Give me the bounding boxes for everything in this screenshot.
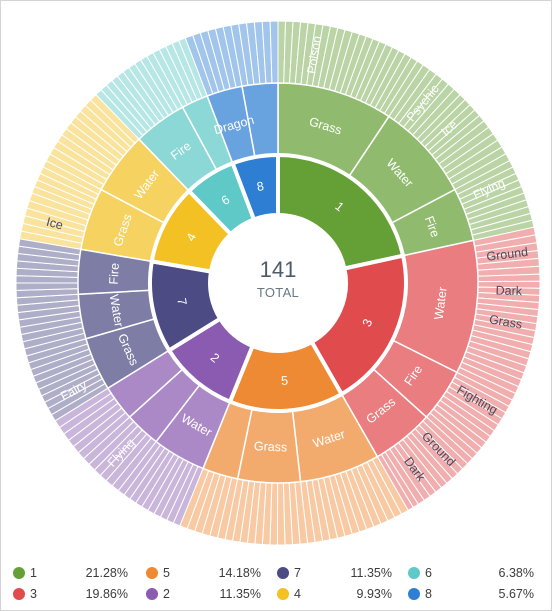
outer-segment-7-fire-unlabeled[interactable] [15,282,79,291]
legend-percent-8: 5.67% [498,587,534,601]
legend-dot-3 [13,588,25,600]
middle-label-7-water: Water [107,293,126,328]
outer-segment-5-grass-unlabeled[interactable] [276,482,286,546]
legend-item-2[interactable]: 2 11.35% [146,585,276,603]
legend-name-8: 8 [425,587,432,601]
legend-name-7: 7 [294,566,301,580]
inner-segment-8[interactable] [230,152,280,222]
middle-label-5-grass: Grass [254,439,288,454]
outer-label-3-ground: Ground [486,245,529,264]
inner-segment-1[interactable] [276,152,406,271]
legend-percent-2: 11.35% [219,587,261,601]
legend-name-4: 4 [294,587,301,601]
legend-dot-6 [408,567,420,579]
legend-dot-4 [277,588,289,600]
legend-item-4[interactable]: 4 9.93% [277,585,407,603]
legend-name-5: 5 [163,566,170,580]
outer-segment-8-unlabeled-unlabeled[interactable] [269,20,279,84]
inner-label-8: 8 [256,179,265,194]
legend-name-1: 1 [30,566,37,580]
legend-percent-3: 19.86% [85,587,128,601]
legend-percent-1: 21.28% [85,566,128,580]
legend-item-5[interactable]: 5 14.18% [146,564,276,582]
middle-ring [77,82,479,484]
middle-label-3-water: Water [432,286,450,320]
inner-ring [148,152,408,413]
legend-name-3: 3 [30,587,37,601]
middle-label-7-fire: Fire [107,263,122,285]
legend-percent-5: 14.18% [218,566,261,580]
middle-label-1-fire: Fire [422,214,443,239]
inner-label-5: 5 [281,374,289,388]
legend-name-2: 2 [163,587,170,601]
legend-item-3[interactable]: 3 19.86% [13,585,143,603]
legend-dot-8 [408,588,420,600]
legend-item-8[interactable]: 8 5.67% [408,585,538,603]
inner-segment-3[interactable] [309,253,408,397]
outer-label-4-ice: Ice [45,215,65,233]
legend-item-7[interactable]: 7 11.35% [277,564,407,582]
legend-item-1[interactable]: 1 21.28% [13,564,143,582]
legend-dot-1 [13,567,25,579]
legend-percent-6: 6.38% [498,566,534,580]
legend-dot-7 [277,567,289,579]
legend-name-6: 6 [425,566,432,580]
legend-dot-5 [146,567,158,579]
outer-label-3-dark: Dark [495,283,523,298]
legend-percent-4: 9.93% [356,587,392,601]
sunburst-chart: 1GrassPoisonWaterPsychicIceFireFlying3Wa… [15,20,541,546]
legend-percent-7: 11.35% [350,566,392,580]
total-label: TOTAL [257,285,299,300]
inner-label-7: 7 [174,297,189,307]
total-value: 141 [260,257,297,282]
outer-label-1-poison: Poison [304,35,324,75]
legend-dot-2 [146,588,158,600]
legend-item-6[interactable]: 6 6.38% [408,564,538,582]
outer-label-3-grass: Grass [488,312,523,331]
